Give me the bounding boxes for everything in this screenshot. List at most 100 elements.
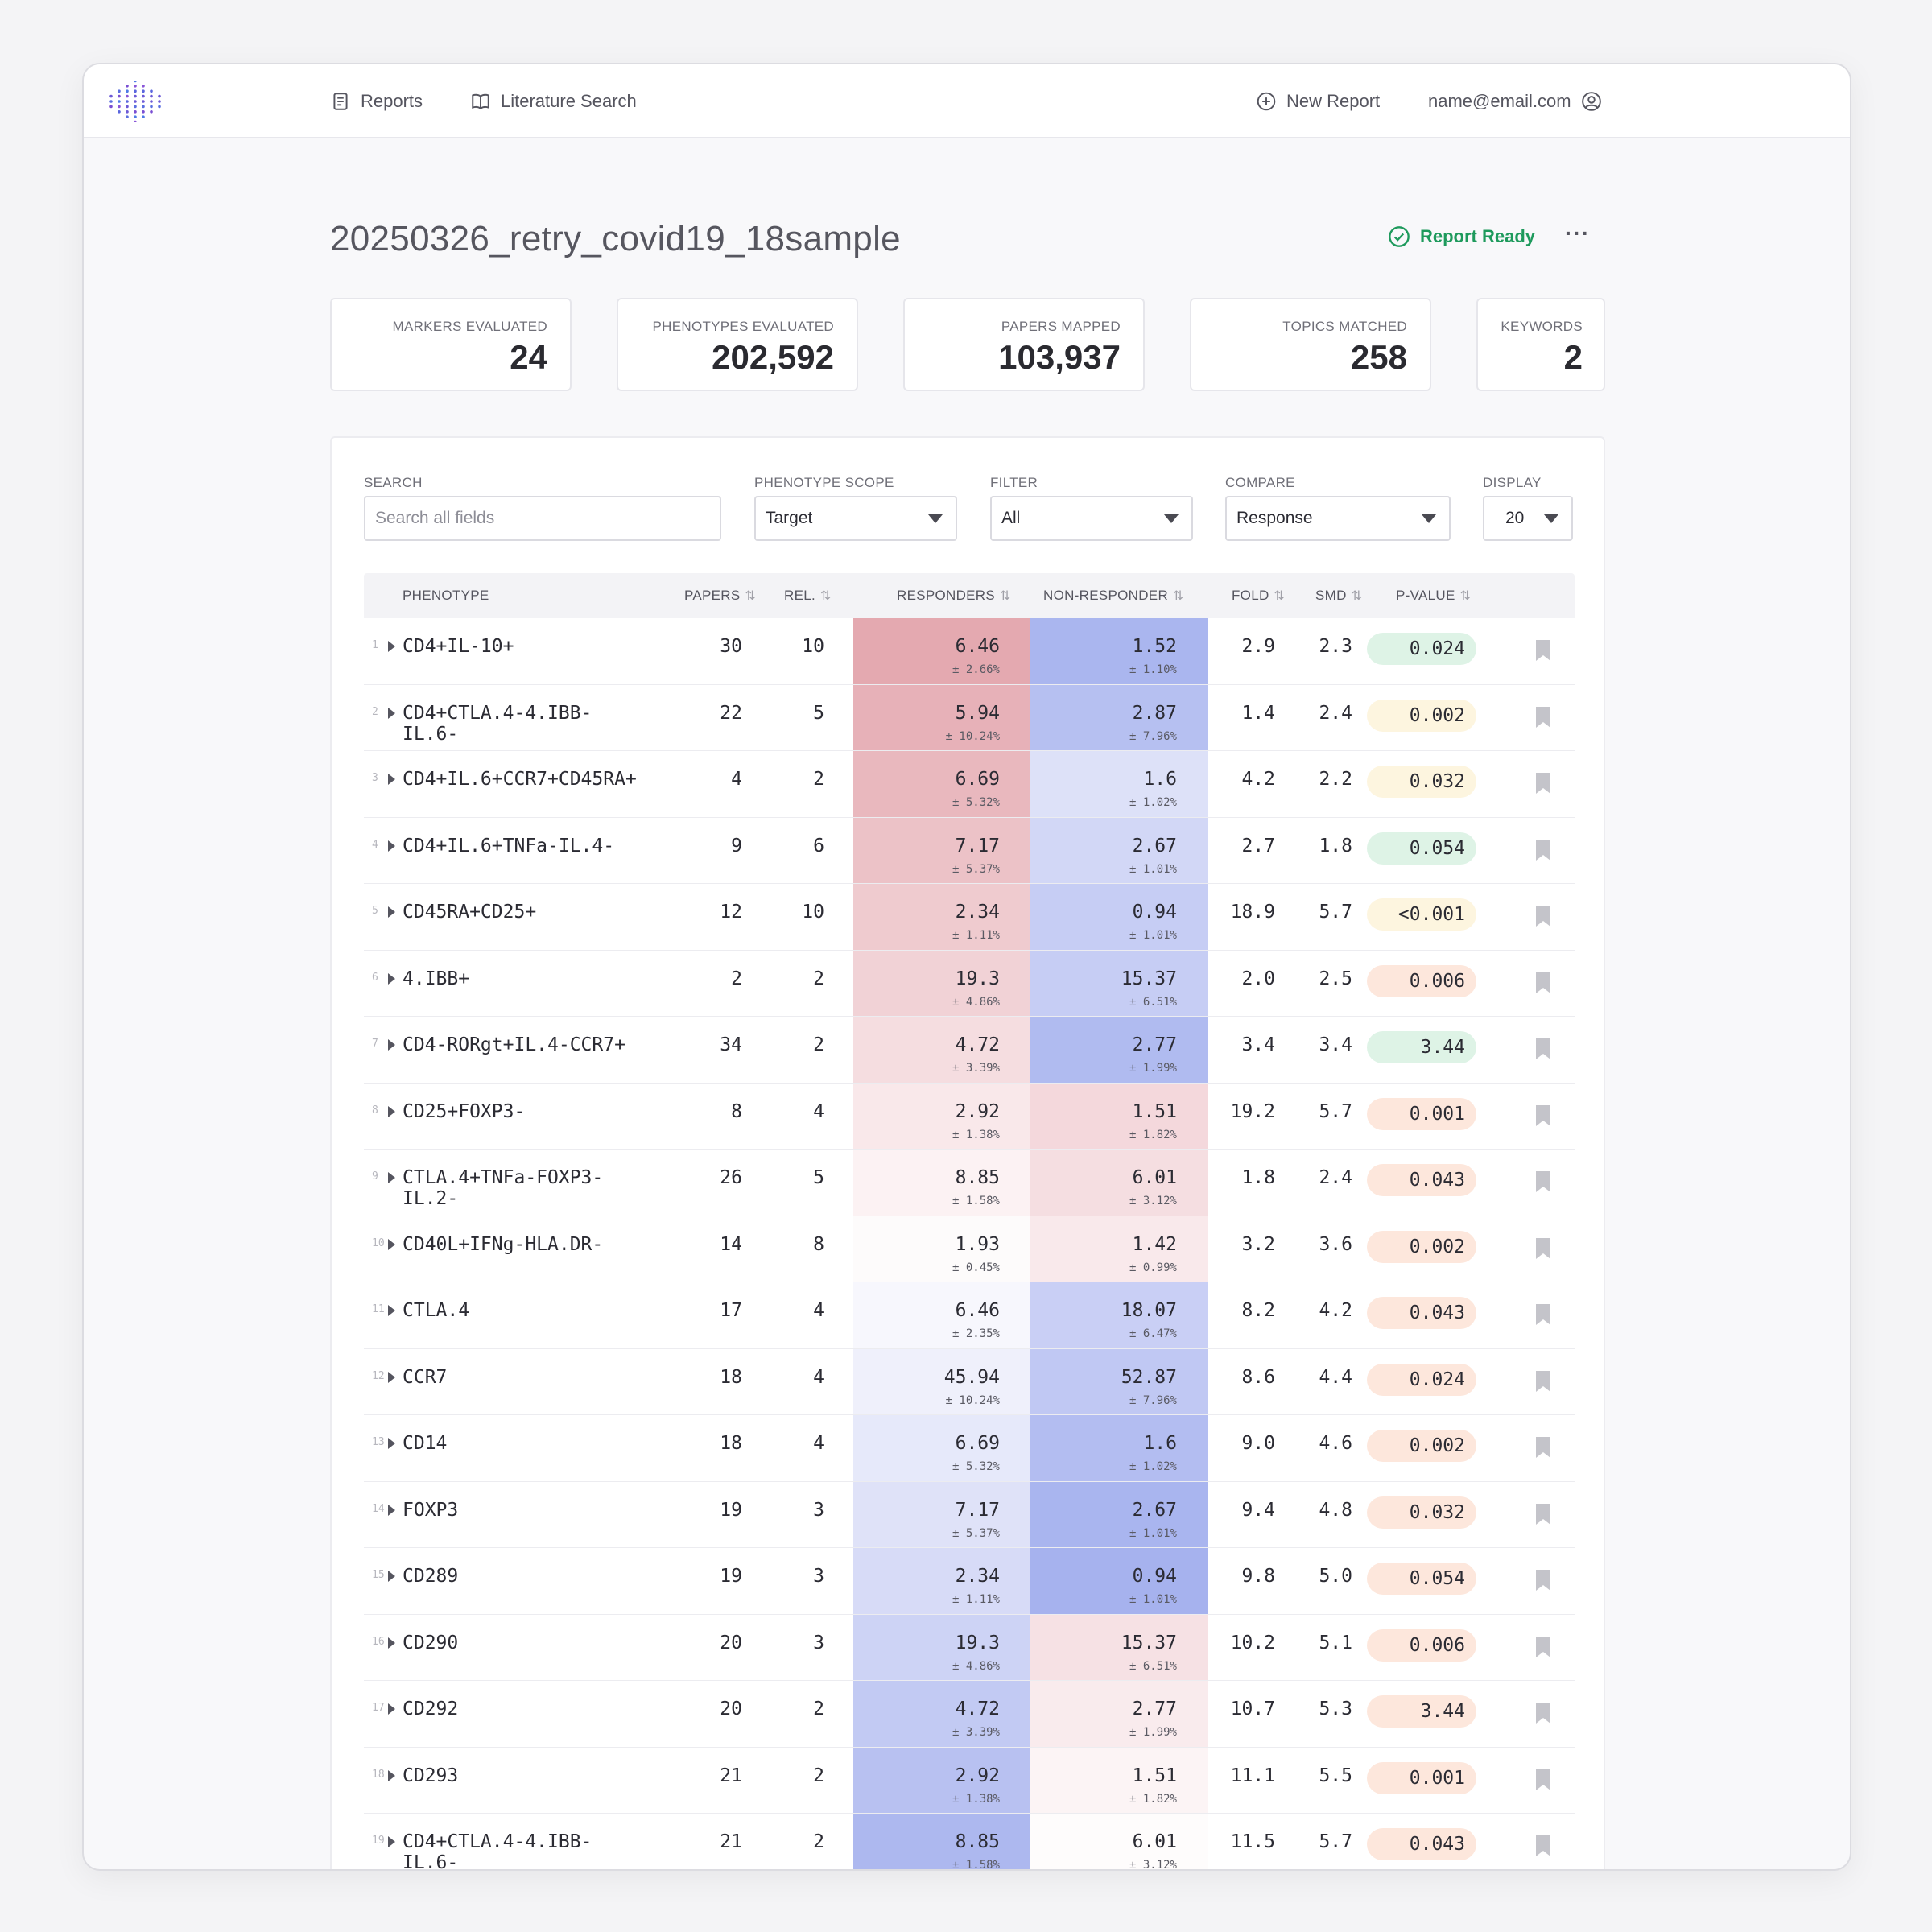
table-row[interactable]: 7 CD4-RORgt+IL.4-CCR7+ 34 2 4.72 ± 3.39% 2.77 ±… <box>364 1017 1575 1084</box>
table-row[interactable]: 18 CD293 21 2 2.92 ± 1.38% 1.51 ± 1.82% 11.1 5.5 0… <box>364 1747 1575 1814</box>
bookmark-icon[interactable] <box>1535 1170 1551 1193</box>
bookmark-icon[interactable] <box>1535 1569 1551 1591</box>
non-responder-cell: 2.77 ± 1.99% <box>1030 1681 1208 1747</box>
filter-select[interactable]: All <box>990 496 1193 541</box>
phenotype-cell: CD4+IL.6+TNFa-IL.4- <box>402 835 615 857</box>
bookmark-icon[interactable] <box>1535 639 1551 662</box>
display-select[interactable]: 20 <box>1483 496 1573 541</box>
search-input[interactable] <box>375 509 720 528</box>
new-report-button[interactable]: New Report <box>1256 87 1380 116</box>
compare-select[interactable]: Response <box>1225 496 1451 541</box>
expand-triangle-icon[interactable] <box>388 1769 395 1781</box>
expand-triangle-icon[interactable] <box>388 707 395 719</box>
expand-triangle-icon[interactable] <box>388 1637 395 1649</box>
table-row[interactable]: 10 CD40L+IFNg-HLA.DR- 14 8 1.93 ± 0.45% 1.42 ± … <box>364 1216 1575 1282</box>
expand-triangle-icon[interactable] <box>388 906 395 918</box>
stat-label: PHENOTYPES EVALUATED <box>652 319 834 334</box>
bookmark-icon[interactable] <box>1535 1303 1551 1326</box>
bookmark-icon[interactable] <box>1535 1835 1551 1857</box>
table-row[interactable]: 17 CD292 20 2 4.72 ± 3.39% 2.77 ± 1.99% 10.7 5.3 3… <box>364 1681 1575 1748</box>
table-row[interactable]: 4 CD4+IL.6+TNFa-IL.4- 9 6 7.17 ± 5.37% 2.67 ± 1… <box>364 817 1575 884</box>
phenotype-scope-select[interactable]: Target <box>754 496 957 541</box>
bookmark-icon[interactable] <box>1535 1636 1551 1658</box>
bookmark-icon[interactable] <box>1535 1769 1551 1791</box>
user-menu[interactable]: name@email.com <box>1428 87 1602 116</box>
col-smd[interactable]: SMD ⇅ <box>1315 588 1362 604</box>
expand-triangle-icon[interactable] <box>388 1836 395 1847</box>
table-row[interactable]: 3 CD4+IL.6+CCR7+CD45RA+ 4 2 6.69 ± 5.32% 1.6 ± … <box>364 751 1575 818</box>
bookmark-icon[interactable] <box>1535 972 1551 994</box>
expand-triangle-icon[interactable] <box>388 1371 395 1383</box>
bookmark-icon[interactable] <box>1535 1503 1551 1525</box>
table-row[interactable]: 12 CCR7 18 4 45.94 ± 10.24% 52.87 ± 7.96% 8.6 4.4… <box>364 1348 1575 1415</box>
table-row[interactable]: 19 CD4+CTLA.4-4.IBB-IL.6- 21 2 8.85 ± 1.58% 6.… <box>364 1814 1575 1869</box>
non-responder-cell: 18.07 ± 6.47% <box>1030 1282 1208 1348</box>
expand-triangle-icon[interactable] <box>388 840 395 852</box>
non-responder-error: ± 1.02% <box>1129 1460 1177 1473</box>
bookmark-icon[interactable] <box>1535 1370 1551 1393</box>
expand-triangle-icon[interactable] <box>388 972 395 985</box>
expand-triangle-icon[interactable] <box>388 774 395 785</box>
responders-cell: 1.93 ± 0.45% <box>853 1216 1030 1282</box>
responders-error: ± 5.37% <box>952 1526 1000 1540</box>
app-logo[interactable] <box>106 80 164 122</box>
table-row[interactable]: 14 FOXP3 19 3 7.17 ± 5.37% 2.67 ± 1.01% 9.4 4.8 0.… <box>364 1481 1575 1548</box>
table-row[interactable]: 9 CTLA.4+TNFa-FOXP3-IL.2- 26 5 8.85 ± 1.58% 6.… <box>364 1150 1575 1216</box>
logo-dot <box>134 94 137 98</box>
expand-triangle-icon[interactable] <box>388 1039 395 1051</box>
phenotype-cell: CD293 <box>402 1765 459 1786</box>
table-row[interactable]: 13 CD14 18 4 6.69 ± 5.32% 1.6 ± 1.02% 9.0 4.6 0.00… <box>364 1415 1575 1482</box>
col-non-responder[interactable]: NON-RESPONDER ⇅ <box>1043 588 1184 604</box>
phenotype-scope-value: Target <box>766 509 813 527</box>
bookmark-icon[interactable] <box>1535 1436 1551 1459</box>
bookmark-icon[interactable] <box>1535 706 1551 729</box>
table-row[interactable]: 2 CD4+CTLA.4-4.IBB-IL.6- 22 5 5.94 ± 10.24% 2.… <box>364 684 1575 751</box>
col-responders[interactable]: RESPONDERS ⇅ <box>897 588 1011 604</box>
table-header: PHENOTYPE PAPERS ⇅ REL. ⇅ RESPONDERS ⇅ NON-… <box>364 573 1575 618</box>
logo-dot <box>142 110 145 114</box>
table-row[interactable]: 1 CD4+IL-10+ 30 10 6.46 ± 2.66% 1.52 ± 1.10% 2.9… <box>364 618 1575 685</box>
more-options-button[interactable]: ··· <box>1565 221 1590 246</box>
expand-triangle-icon[interactable] <box>388 1571 395 1582</box>
col-p-value[interactable]: P-VALUE ⇅ <box>1396 588 1471 604</box>
bookmark-icon[interactable] <box>1535 1038 1551 1060</box>
responders-cell: 7.17 ± 5.37% <box>853 817 1030 883</box>
table-row[interactable]: 15 CD289 19 3 2.34 ± 1.11% 0.94 ± 1.01% 9.8 5.0 0.… <box>364 1548 1575 1615</box>
non-responder-value: 1.51 <box>1132 1765 1177 1786</box>
expand-triangle-icon[interactable] <box>388 1703 395 1715</box>
expand-triangle-icon[interactable] <box>388 1504 395 1516</box>
bookmark-icon[interactable] <box>1535 905 1551 927</box>
expand-triangle-icon[interactable] <box>388 641 395 652</box>
col-phenotype[interactable]: PHENOTYPE <box>402 588 489 604</box>
bookmark-icon[interactable] <box>1535 1237 1551 1260</box>
papers-cell: 22 <box>720 702 742 724</box>
expand-triangle-icon[interactable] <box>388 1438 395 1449</box>
responders-value: 2.92 <box>955 1100 1000 1122</box>
expand-triangle-icon[interactable] <box>388 1172 395 1183</box>
expand-triangle-icon[interactable] <box>388 1105 395 1117</box>
table-row[interactable]: 5 CD45RA+CD25+ 12 10 2.34 ± 1.11% 0.94 ± 1.01% 1… <box>364 884 1575 951</box>
table-row[interactable]: 11 CTLA.4 17 4 6.46 ± 2.35% 18.07 ± 6.47% 8.2 4.2… <box>364 1282 1575 1349</box>
bookmark-icon[interactable] <box>1535 772 1551 795</box>
table-row[interactable]: 6 4.IBB+ 2 2 19.3 ± 4.86% 15.37 ± 6.51% 2.0 2.5 0.… <box>364 950 1575 1017</box>
non-responder-value: 0.94 <box>1132 902 1177 923</box>
nav-reports[interactable]: Reports <box>330 87 423 116</box>
non-responder-value: 0.94 <box>1132 1566 1177 1587</box>
bookmark-icon[interactable] <box>1535 839 1551 861</box>
responders-error: ± 1.58% <box>952 1195 1000 1208</box>
row-index: 9 <box>372 1170 378 1183</box>
expand-triangle-icon[interactable] <box>388 1305 395 1316</box>
non-responder-error: ± 0.99% <box>1129 1261 1177 1274</box>
nav-literature-search[interactable]: Literature Search <box>470 87 637 116</box>
non-responder-value: 1.6 <box>1143 1433 1177 1454</box>
table-row[interactable]: 8 CD25+FOXP3- 8 4 2.92 ± 1.38% 1.51 ± 1.82% 19.2… <box>364 1083 1575 1150</box>
expand-triangle-icon[interactable] <box>388 1238 395 1250</box>
col-papers[interactable]: PAPERS ⇅ <box>684 588 756 604</box>
col-rel[interactable]: REL. ⇅ <box>784 588 832 604</box>
non-responder-error: ± 1.99% <box>1129 1726 1177 1739</box>
bookmark-icon[interactable] <box>1535 1104 1551 1127</box>
bookmark-icon[interactable] <box>1535 1702 1551 1724</box>
logo-dot <box>118 94 121 98</box>
table-row[interactable]: 16 CD290 20 3 19.3 ± 4.86% 15.37 ± 6.51% 10.2 5.1… <box>364 1614 1575 1681</box>
col-fold[interactable]: FOLD ⇅ <box>1232 588 1285 604</box>
